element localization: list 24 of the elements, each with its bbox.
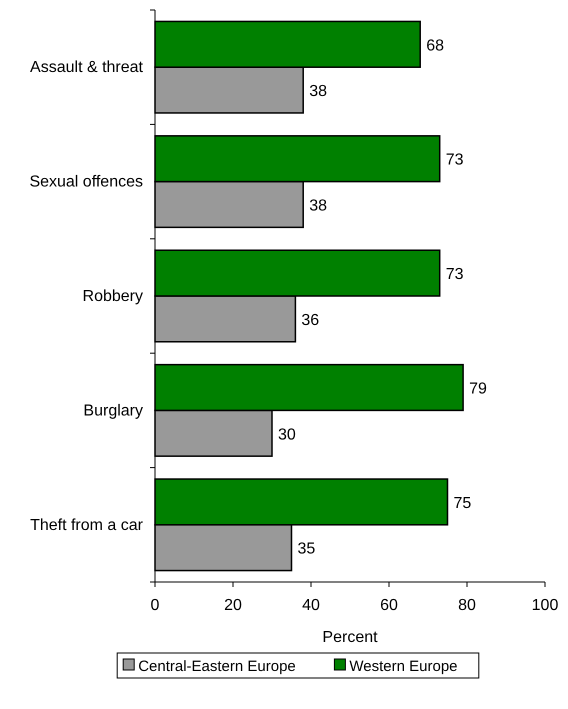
x-tick-label: 60 [380, 597, 398, 614]
x-tick-label: 100 [532, 597, 558, 614]
y-tick-label: Assault & threat [30, 59, 144, 76]
x-tick-label: 40 [302, 597, 320, 614]
legend-label: Western Europe [349, 658, 458, 675]
x-tick-label: 80 [458, 597, 476, 614]
x-tick-label: 0 [150, 597, 160, 614]
x-axis-title: Percent [322, 629, 378, 646]
y-tick-label: Theft from a car [30, 516, 144, 534]
data-label: 73 [446, 266, 464, 284]
legend-label: Central-Eastern Europe [138, 658, 296, 675]
y-tick-label: Robbery [82, 288, 143, 305]
data-label: 38 [309, 197, 328, 214]
data-label: 30 [278, 426, 296, 444]
data-label: 73 [446, 152, 464, 169]
x-tick-label: 20 [224, 597, 242, 614]
data-label: 79 [469, 380, 487, 398]
y-tick-label: Burglary [83, 402, 143, 420]
data-label: 68 [426, 37, 444, 54]
data-label: 35 [298, 540, 316, 558]
data-label: 38 [309, 83, 328, 100]
data-label: 36 [301, 312, 320, 329]
y-tick-label: Sexual offences [29, 174, 143, 191]
data-label: 75 [454, 494, 472, 512]
